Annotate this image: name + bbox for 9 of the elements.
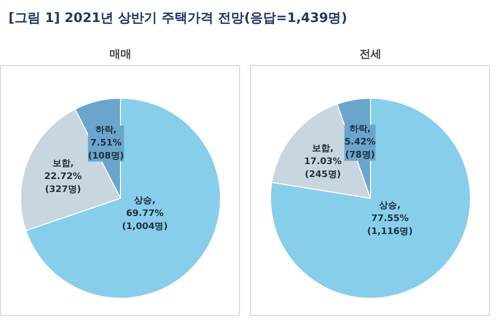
slice-label: 상승, 69.77% (1,004명) [122, 196, 168, 232]
slice-label: 보합, 17.03% (245명) [304, 144, 342, 180]
chart-title: 전세 [360, 48, 382, 60]
slice-label: 하락, 5.42% (78명) [344, 124, 376, 161]
slice-label: 보합, 22.72% (327명) [44, 159, 82, 196]
text: [그림 1] 2021년 상반기 주택가격 전망(응답=1,439명) [8, 11, 348, 26]
slice-label: 하락, 7.51% (108명) [88, 125, 124, 162]
slice-label: 상승, 77.55% (1,116명) [367, 201, 413, 238]
chart-title: 매매 [110, 48, 132, 60]
